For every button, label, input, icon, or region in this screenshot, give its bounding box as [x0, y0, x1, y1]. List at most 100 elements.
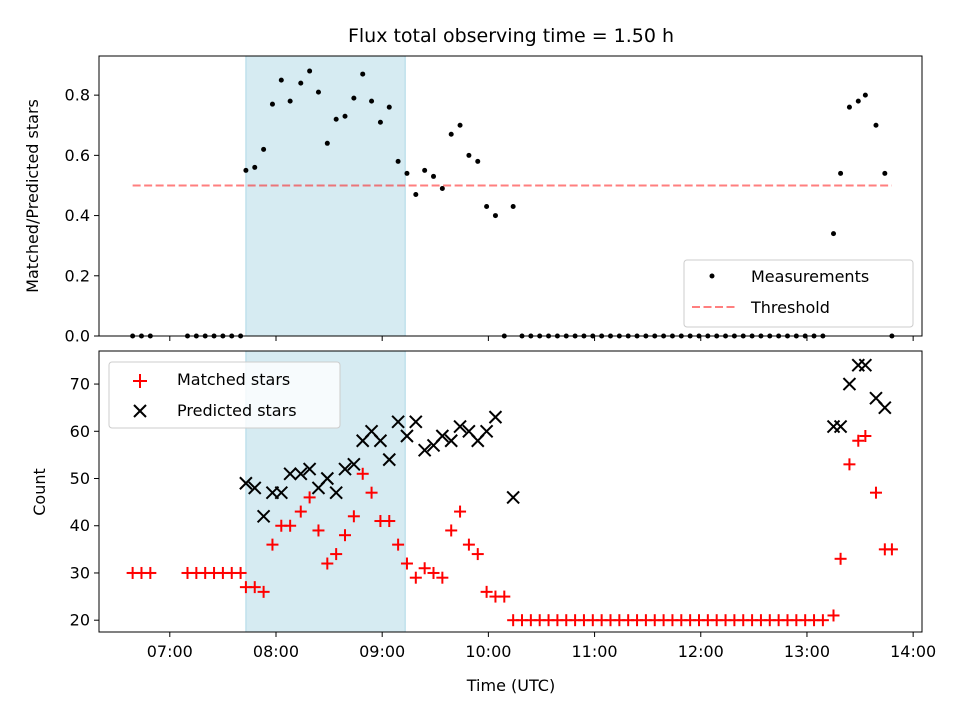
measurement-point [475, 158, 481, 164]
top-panel: 0.00.20.40.60.8 Matched/Predicted stars … [23, 55, 923, 346]
matched-point [356, 467, 369, 480]
measurement-point [395, 158, 401, 164]
predicted-point [488, 410, 503, 424]
bottom-ytick-label: 50 [70, 469, 90, 488]
predicted-point [435, 429, 450, 443]
bottom-ytick-label: 30 [70, 563, 90, 582]
predicted-point [400, 429, 414, 443]
matched-point [383, 515, 396, 528]
matched-point [257, 585, 270, 598]
measurement-point [431, 173, 437, 179]
matched-point [266, 538, 279, 551]
measurement-point [324, 140, 330, 146]
top-legend: Measurements Threshold [683, 259, 914, 328]
measurement-point [855, 98, 861, 104]
measurement-point [413, 191, 419, 197]
measurement-point [307, 68, 313, 74]
measurement-point [862, 92, 868, 98]
top-ytick-label: 0.6 [65, 146, 90, 165]
measurement-point [404, 170, 410, 176]
measurement-point [439, 185, 445, 191]
bottom-legend: Matched stars Predicted stars [108, 361, 341, 429]
predicted-point [878, 400, 892, 415]
matched-point [144, 566, 157, 579]
top-highlight-span [245, 55, 406, 337]
predicted-point [302, 462, 317, 476]
matched-point [294, 505, 307, 518]
measurement-point [457, 122, 463, 128]
measurement-point [831, 231, 837, 237]
measurement-point [360, 71, 366, 77]
predicted-point [320, 471, 335, 486]
predicted-point [283, 467, 297, 481]
measurement-point [386, 104, 392, 110]
predicted-points [239, 358, 892, 524]
measurement-point [422, 167, 428, 173]
matched-point [852, 434, 865, 447]
matched-point [816, 614, 829, 627]
bottom-x-ticks: 07:00 08:00 09:00 10:00 11:00 12:00 13:00 14:00 [147, 632, 936, 661]
predicted-point [833, 419, 848, 434]
matched-point [339, 529, 352, 542]
bottom-panel: 20 30 40 50 60 70 07:00 08:00 09:00 10:00 11:00 12… [30, 350, 936, 695]
bottom-xtick-label: 13:00 [784, 642, 830, 661]
measurement-point [510, 204, 516, 210]
matched-point [427, 566, 440, 579]
matched-point [471, 548, 484, 561]
measurement-point [492, 213, 498, 219]
matched-point [436, 571, 449, 584]
legend-measurements-label: Measurements [751, 267, 869, 286]
measurement-point [315, 89, 321, 95]
measurement-point [838, 170, 844, 176]
matched-point [454, 505, 467, 518]
bottom-xtick-label: 12:00 [678, 642, 724, 661]
matched-point [843, 458, 856, 471]
measurement-point [882, 170, 888, 176]
measurement-point [448, 131, 454, 137]
predicted-point [274, 485, 289, 500]
bottom-ytick-label: 40 [70, 516, 90, 535]
measurement-point [466, 152, 472, 158]
bottom-ytick-label: 70 [70, 375, 90, 394]
top-ytick-label: 0.4 [65, 206, 90, 225]
measurement-point [484, 204, 490, 210]
top-ytick-label: 0.2 [65, 266, 90, 285]
top-ytick-label: 0.8 [65, 86, 90, 105]
matched-point [445, 524, 458, 537]
legend-matched-marker [133, 374, 147, 388]
matched-point [418, 562, 431, 575]
bottom-legend-box [108, 361, 341, 429]
legend-matched-label: Matched stars [177, 370, 290, 389]
bottom-xtick-label: 09:00 [359, 642, 405, 661]
top-axes-frame [98, 55, 923, 337]
predicted-point [506, 490, 520, 505]
predicted-point [248, 481, 262, 495]
measurement-point [261, 146, 267, 152]
measurement-point [873, 122, 879, 128]
matched-point [392, 538, 405, 551]
top-y-ticks: 0.0 0.2 0.4 0.6 0.8 [65, 86, 99, 346]
predicted-point [453, 419, 467, 434]
predicted-point [256, 509, 271, 524]
bottom-xtick-label: 11:00 [572, 642, 618, 661]
measurement-point [342, 113, 348, 119]
bottom-y-axis-label: Count [30, 468, 49, 516]
matched-point [409, 571, 422, 584]
matched-point [330, 548, 343, 561]
matched-point [347, 510, 360, 523]
predicted-point [444, 434, 458, 448]
predicted-point [294, 467, 308, 481]
bottom-ytick-label: 20 [70, 611, 90, 630]
legend-measurements-marker [709, 273, 715, 279]
bottom-y-ticks: 20 30 40 50 60 70 [70, 375, 99, 630]
matched-point [321, 557, 334, 570]
matched-point [303, 491, 316, 504]
top-legend-box [683, 259, 914, 328]
matched-point [234, 566, 247, 579]
predicted-point [479, 424, 494, 438]
bottom-ytick-label: 60 [70, 422, 90, 441]
legend-threshold-label: Threshold [750, 298, 830, 317]
top-y-axis-label: Matched/Predicted stars [23, 99, 42, 293]
matched-point [827, 609, 840, 622]
